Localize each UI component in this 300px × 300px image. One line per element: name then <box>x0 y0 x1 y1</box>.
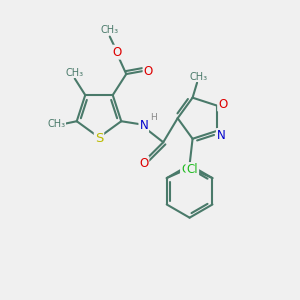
Text: O: O <box>139 157 148 170</box>
Text: O: O <box>112 46 122 59</box>
Text: O: O <box>143 64 153 78</box>
Text: CH₃: CH₃ <box>66 68 84 78</box>
Text: Cl: Cl <box>187 163 198 176</box>
Text: S: S <box>95 132 103 146</box>
Text: N: N <box>140 119 148 132</box>
Text: O: O <box>218 98 227 110</box>
Text: Cl: Cl <box>181 163 193 176</box>
Text: CH₃: CH₃ <box>101 25 119 35</box>
Text: CH₃: CH₃ <box>190 72 208 82</box>
Text: CH₃: CH₃ <box>47 119 65 129</box>
Text: H: H <box>150 113 157 122</box>
Text: N: N <box>217 129 226 142</box>
